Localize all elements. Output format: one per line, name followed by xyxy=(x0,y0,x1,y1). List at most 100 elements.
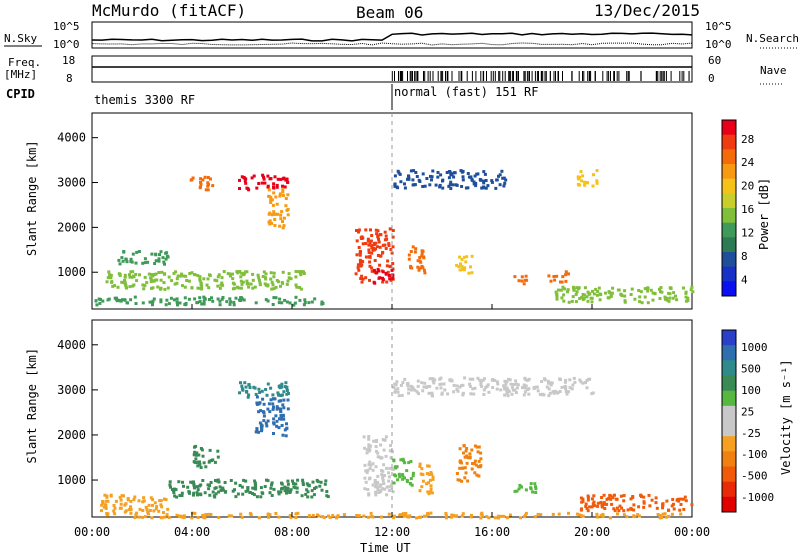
data-pixel xyxy=(574,300,578,304)
data-pixel xyxy=(411,474,415,478)
data-pixel xyxy=(286,489,290,493)
x-tick-labels: 00:00 04:00 08:00 12:00 16:00 20:00 00:00 xyxy=(74,525,710,539)
colorbar-tick-label: 1000 xyxy=(741,341,768,354)
data-pixel xyxy=(272,287,276,291)
data-pixel xyxy=(679,512,683,516)
data-pixel xyxy=(128,273,131,277)
data-pixel xyxy=(382,463,386,467)
data-pixel xyxy=(231,277,235,281)
data-pixel xyxy=(169,485,172,489)
data-pixel xyxy=(289,277,293,281)
data-pixel xyxy=(648,504,652,508)
data-pixel xyxy=(638,295,642,299)
data-pixel xyxy=(269,199,273,203)
data-pixel xyxy=(202,277,206,281)
data-pixel xyxy=(103,493,107,497)
data-pixel xyxy=(177,480,181,484)
data-pixel xyxy=(102,505,106,509)
data-pixel xyxy=(238,187,241,190)
data-pixel xyxy=(243,179,247,183)
data-pixel xyxy=(272,182,276,186)
data-pixel xyxy=(452,175,456,179)
data-pixel xyxy=(184,274,188,278)
data-pixel xyxy=(524,488,528,492)
data-pixel xyxy=(595,169,599,173)
data-pixel xyxy=(423,381,427,385)
data-pixel xyxy=(513,388,517,392)
data-pixel xyxy=(208,298,211,301)
data-pixel xyxy=(444,514,448,518)
data-pixel xyxy=(242,478,246,482)
data-pixel xyxy=(277,399,281,403)
data-pixel xyxy=(294,482,298,486)
data-pixel xyxy=(410,483,414,487)
data-pixel xyxy=(386,270,390,274)
data-pixel xyxy=(264,272,268,276)
data-pixel xyxy=(455,472,459,475)
data-pixel xyxy=(305,482,309,486)
data-pixel xyxy=(407,391,411,395)
data-pixel xyxy=(370,266,374,270)
data-pixel xyxy=(198,460,201,464)
data-pixel xyxy=(255,395,259,399)
data-pixel xyxy=(116,285,120,289)
data-pixel xyxy=(114,499,118,503)
data-pixel xyxy=(288,301,292,305)
data-pixel xyxy=(252,174,256,178)
data-pixel xyxy=(159,503,163,507)
data-pixel xyxy=(262,175,265,179)
data-pixel xyxy=(458,255,462,259)
nsky-tick-top: 10^5 xyxy=(53,20,80,33)
colorbar-swatch xyxy=(722,193,736,209)
data-pixel xyxy=(587,292,591,296)
data-pixel xyxy=(515,386,519,390)
data-pixel xyxy=(629,497,633,501)
data-pixel xyxy=(299,273,303,277)
data-pixel xyxy=(377,269,381,273)
data-pixel xyxy=(318,484,322,488)
data-pixel xyxy=(354,272,358,276)
data-pixel xyxy=(198,275,202,279)
data-pixel xyxy=(473,174,477,178)
data-pixel xyxy=(364,242,368,245)
data-pixel xyxy=(503,181,507,185)
data-pixel xyxy=(559,280,562,284)
data-pixel xyxy=(101,299,105,303)
data-pixel xyxy=(266,382,270,386)
data-pixel xyxy=(278,194,282,198)
data-pixel xyxy=(409,266,413,270)
data-pixel xyxy=(271,407,275,411)
data-pixel xyxy=(148,300,152,304)
data-pixel xyxy=(280,416,284,420)
data-pixel xyxy=(661,512,665,516)
date-title: 13/Dec/2015 xyxy=(594,1,700,20)
data-pixel xyxy=(400,394,404,397)
data-pixel xyxy=(577,183,581,187)
data-pixel xyxy=(256,273,260,277)
data-pixel xyxy=(608,516,612,520)
data-pixel xyxy=(211,299,215,303)
data-pixel xyxy=(610,502,614,506)
data-pixel xyxy=(258,401,262,405)
data-pixel xyxy=(563,287,567,291)
data-pixel xyxy=(577,286,581,290)
data-pixel xyxy=(422,268,426,272)
data-pixel xyxy=(181,480,184,484)
data-pixel xyxy=(389,278,393,282)
data-pixel xyxy=(459,262,462,266)
data-pixel xyxy=(460,185,464,188)
data-pixel xyxy=(249,513,253,516)
data-pixel xyxy=(281,270,285,274)
data-pixel xyxy=(418,489,422,493)
data-pixel xyxy=(560,386,564,389)
data-pixel xyxy=(238,178,241,182)
data-pixel xyxy=(385,264,389,268)
data-pixel xyxy=(268,222,272,226)
data-pixel xyxy=(94,299,98,303)
data-pixel xyxy=(622,513,626,517)
data-pixel xyxy=(285,422,288,426)
colorbar-tick-label: 28 xyxy=(741,133,754,146)
data-pixel xyxy=(391,490,395,494)
beam-title: Beam 06 xyxy=(356,3,423,22)
data-pixel xyxy=(502,184,506,188)
